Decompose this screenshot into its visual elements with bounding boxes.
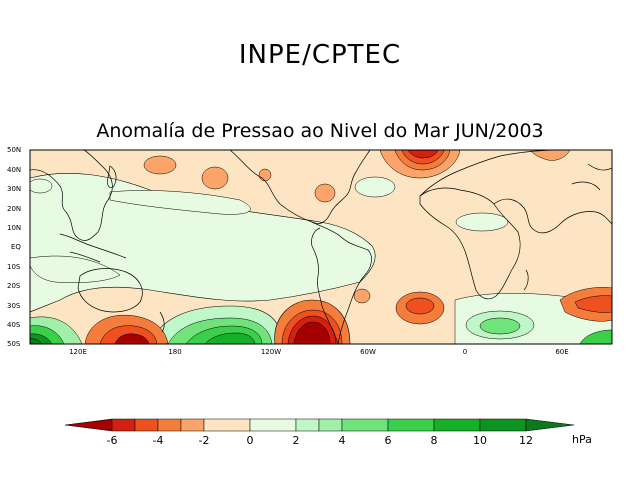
- colorbar-segment: [157, 418, 182, 432]
- colorbar-segment: [479, 418, 527, 432]
- negative-anomaly-argentina: [353, 288, 371, 304]
- colorbar-segment: [387, 418, 435, 432]
- negative-anomaly-southeast-pacific-max: [293, 321, 331, 344]
- lat-label: 50S: [7, 340, 21, 348]
- lon-label: 120E: [69, 348, 87, 356]
- positive-anomaly-south-pacific-8: [204, 332, 256, 344]
- colorbar-tick-label: 8: [431, 434, 438, 447]
- coast-north-america: [229, 150, 371, 224]
- organization-title: INPE/CPTEC: [238, 40, 402, 70]
- lon-label: 60E: [555, 348, 568, 356]
- positive-anomaly-asia: [30, 178, 53, 194]
- negative-anomaly-tasman-max: [114, 333, 150, 344]
- coast-asia-interior: [571, 163, 612, 191]
- negative-anomaly-southern-indian-core: [574, 295, 612, 313]
- colorbar-above-max: [525, 418, 575, 432]
- coastlines: [30, 150, 612, 344]
- colorbar-segment: [203, 418, 251, 432]
- colorbar-segment: [249, 418, 297, 432]
- coast-east-asia: [30, 150, 113, 241]
- colorbar-tick-label: 6: [385, 434, 392, 447]
- colorbar-tick-label: 12: [519, 434, 533, 447]
- colorbar-segment: [134, 418, 159, 432]
- lon-label: 180: [168, 348, 181, 356]
- colorbar-tick-label: -4: [153, 434, 164, 447]
- colorbar-tick-label: -6: [107, 434, 118, 447]
- positive-anomaly-atlantic: [354, 176, 396, 198]
- colorbar-labels: -6 -4 -2 0 2 4 6 8 10 12 hPa: [107, 433, 592, 447]
- lat-label: 20N: [7, 205, 21, 213]
- coast-new-zealand: [159, 311, 165, 333]
- lon-label: 0: [463, 348, 467, 356]
- positive-anomaly-southwest-12: [30, 338, 43, 344]
- colorbar: [64, 418, 575, 432]
- coast-madagascar: [523, 269, 529, 291]
- colorbar-segment: [295, 418, 320, 432]
- lat-label: 50N: [7, 146, 21, 154]
- colorbar-tick-label: 2: [293, 434, 300, 447]
- coast-australia: [77, 268, 143, 313]
- lat-label: 40S: [7, 321, 21, 329]
- lat-label: 30S: [7, 302, 21, 310]
- lat-label: EQ: [11, 243, 21, 251]
- lat-label: 30N: [7, 185, 21, 193]
- colorbar-tick-label: -2: [199, 434, 210, 447]
- negative-anomaly-north-atlantic-5: [407, 150, 439, 159]
- positive-anomaly-indonesia: [30, 255, 121, 283]
- negative-anomaly-north-pacific-small: [258, 168, 272, 182]
- positive-anomaly-africa: [455, 212, 509, 232]
- map-frame: [29, 149, 613, 345]
- negative-anomaly-europe: [529, 150, 571, 161]
- colorbar-segment: [341, 418, 389, 432]
- colorbar-tick-label: 4: [339, 434, 346, 447]
- lat-label: 40N: [7, 166, 21, 174]
- colorbar-segment: [111, 418, 136, 432]
- anomaly-map: [30, 150, 612, 344]
- colorbar-unit: hPa: [572, 433, 592, 446]
- negative-anomaly-south-atlantic-core: [405, 297, 435, 315]
- coast-indonesia: [59, 233, 127, 263]
- longitude-axis: 120E 180 120W 60W 0 60E: [69, 348, 569, 356]
- negative-anomaly-gulf: [314, 183, 336, 203]
- negative-anomaly-east-asia: [143, 155, 177, 175]
- latitude-axis: 50N 40N 30N 20N 10N EQ 10S 20S 30S 40S 5…: [7, 146, 21, 348]
- map-title: Anomalía de Pressao ao Nivel do Mar JUN/…: [96, 120, 544, 142]
- colorbar-segment: [433, 418, 481, 432]
- coast-south-america-west: [311, 227, 339, 344]
- negative-anomaly-north-pacific: [201, 166, 229, 190]
- coast-south-asia: [493, 198, 612, 234]
- colorbar-segment: [318, 418, 343, 432]
- colorbar-below-min: [64, 418, 113, 432]
- lon-label: 60W: [360, 348, 376, 356]
- positive-anomaly-north-pacific: [109, 190, 251, 215]
- colorbar-tick-label: 10: [473, 434, 487, 447]
- coast-africa: [419, 187, 521, 300]
- positive-anomaly-southeast: [579, 329, 612, 344]
- coast-japan: [107, 165, 117, 188]
- lat-label: 10N: [7, 224, 21, 232]
- coast-europe: [419, 150, 561, 197]
- colorbar-segment: [180, 418, 205, 432]
- positive-anomaly-indian-ocean-max: [479, 317, 521, 335]
- lat-label: 10S: [7, 263, 21, 271]
- lon-label: 120W: [261, 348, 281, 356]
- lat-label: 20S: [7, 282, 21, 290]
- colorbar-tick-label: 0: [247, 434, 254, 447]
- coast-south-america: [311, 221, 372, 344]
